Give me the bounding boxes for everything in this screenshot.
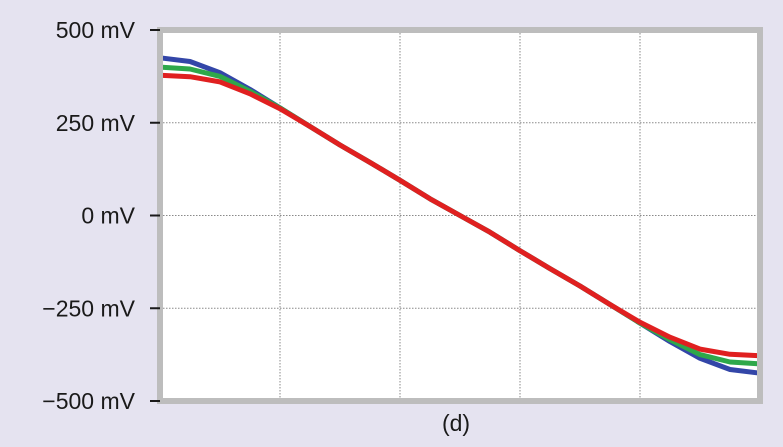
y-tick-label: −250 mV	[42, 295, 135, 321]
caption: (d)	[442, 410, 470, 436]
y-tick-label: −500 mV	[42, 388, 135, 414]
y-tick-label: 500 mV	[56, 17, 136, 43]
series-group	[157, 55, 763, 376]
series-line-3	[157, 72, 763, 359]
y-tick-label: 0 mV	[81, 203, 135, 229]
y-axis-ticks: 500 mV 250 mV 0 mV −250 mV −500 mV	[42, 17, 160, 414]
y-tick-label: 250 mV	[56, 110, 136, 136]
